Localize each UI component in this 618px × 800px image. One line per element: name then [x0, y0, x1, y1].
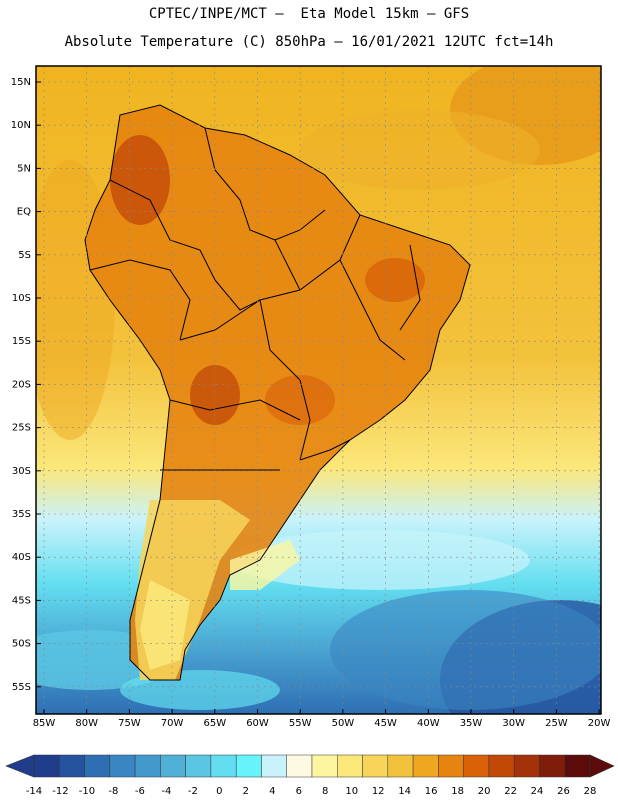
colorbar-label: 18	[451, 786, 464, 797]
temperature-field	[36, 66, 601, 714]
lon-label: 25W	[545, 718, 568, 729]
colorbar-label: 20	[478, 786, 491, 797]
colorbar-label: 14	[398, 786, 411, 797]
colorbar-swatch	[539, 754, 565, 778]
lat-label: EQ	[17, 207, 31, 218]
lon-label: 80W	[75, 718, 98, 729]
lat-label: 50S	[12, 639, 31, 650]
colorbar-swatch	[286, 754, 313, 778]
colorbar-swatch	[261, 754, 287, 778]
lat-label: 25S	[12, 423, 31, 434]
colorbar-swatch	[463, 754, 490, 778]
colorbar-swatch	[337, 754, 363, 778]
lon-label: 40W	[417, 718, 440, 729]
colorbar-swatch	[59, 754, 85, 778]
lon-label: 20W	[588, 718, 611, 729]
lon-label: 65W	[203, 718, 226, 729]
colorbar-label: 26	[557, 786, 570, 797]
colorbar-label: -2	[188, 786, 198, 797]
colorbar-swatch	[235, 754, 262, 778]
colorbar-label: 8	[322, 786, 328, 797]
map-subtitle: Absolute Temperature (C) 850hPa – 16/01/…	[64, 34, 554, 50]
colorbar-swatch	[362, 754, 389, 778]
colorbar-swatch	[412, 754, 439, 778]
colorbar-label: 28	[584, 786, 597, 797]
lon-label: 35W	[460, 718, 483, 729]
lon-label: 55W	[289, 718, 312, 729]
lon-label: 60W	[246, 718, 269, 729]
colorbar-swatch	[438, 754, 464, 778]
colorbar-swatch	[513, 754, 540, 778]
lat-label: 5N	[17, 163, 31, 174]
colorbar-label: 12	[372, 786, 385, 797]
latitude-axis: 15N 10N 5N EQ 5S 10S 15S 20S 25S 30S 35S 40S 45S 50S 5…	[11, 77, 41, 693]
colorbar-label: 22	[504, 786, 517, 797]
colorbar-label: 0	[216, 786, 222, 797]
lat-label: 15S	[12, 336, 31, 347]
longitude-axis: 85W 80W 75W 70W 65W 60W 55W 50W 45W 40W 35W 30W 25W 2…	[33, 709, 611, 729]
colorbar-swatch	[564, 754, 591, 778]
lat-lon-grid	[36, 66, 601, 714]
lat-label: 20S	[12, 379, 31, 390]
colorbar-swatch	[387, 754, 414, 778]
lon-label: 75W	[118, 718, 141, 729]
lat-label: 40S	[12, 552, 31, 563]
colorbar-swatch	[109, 754, 136, 778]
colorbar-label: -8	[108, 786, 118, 797]
colorbar-max-arrow	[589, 754, 615, 778]
colorbar: -14 -12 -10 -8 -6 -4 -2 0 2 4 6 8 10 12 14 16 18 20 22 24 26…	[5, 754, 615, 797]
colorbar-label: 10	[345, 786, 358, 797]
colorbar-swatch	[488, 754, 515, 778]
lon-label: 85W	[33, 718, 56, 729]
lat-label: 10N	[11, 120, 31, 131]
map-title: CPTEC/INPE/MCT – Eta Model 15km – GFS	[148, 6, 470, 22]
lon-label: 70W	[161, 718, 184, 729]
colorbar-swatch	[84, 754, 111, 778]
colorbar-label: -4	[161, 786, 171, 797]
colorbar-swatch	[134, 754, 161, 778]
colorbar-label: 24	[531, 786, 544, 797]
colorbar-min-arrow	[5, 754, 35, 778]
lat-label: 45S	[12, 595, 31, 606]
colorbar-swatch	[210, 754, 237, 778]
lon-label: 30W	[502, 718, 525, 729]
colorbar-label: -14	[26, 786, 42, 797]
colorbar-swatch	[311, 754, 338, 778]
colorbar-label: -10	[79, 786, 95, 797]
colorbar-swatch	[185, 754, 212, 778]
colorbar-swatch	[33, 754, 60, 778]
colorbar-label: -12	[52, 786, 68, 797]
lat-label: 30S	[12, 466, 31, 477]
lon-label: 50W	[332, 718, 355, 729]
lon-label: 45W	[374, 718, 397, 729]
colorbar-label: 16	[425, 786, 438, 797]
colorbar-swatch	[160, 754, 186, 778]
lat-label: 10S	[12, 293, 31, 304]
colorbar-label: -6	[135, 786, 145, 797]
map-frame	[35, 65, 602, 715]
lat-label: 55S	[12, 682, 31, 693]
lat-label: 15N	[11, 77, 31, 88]
colorbar-label: 6	[296, 786, 302, 797]
lat-label: 35S	[12, 509, 31, 520]
colorbar-label: 4	[269, 786, 275, 797]
colorbar-label: 2	[243, 786, 249, 797]
lat-label: 5S	[18, 250, 31, 261]
